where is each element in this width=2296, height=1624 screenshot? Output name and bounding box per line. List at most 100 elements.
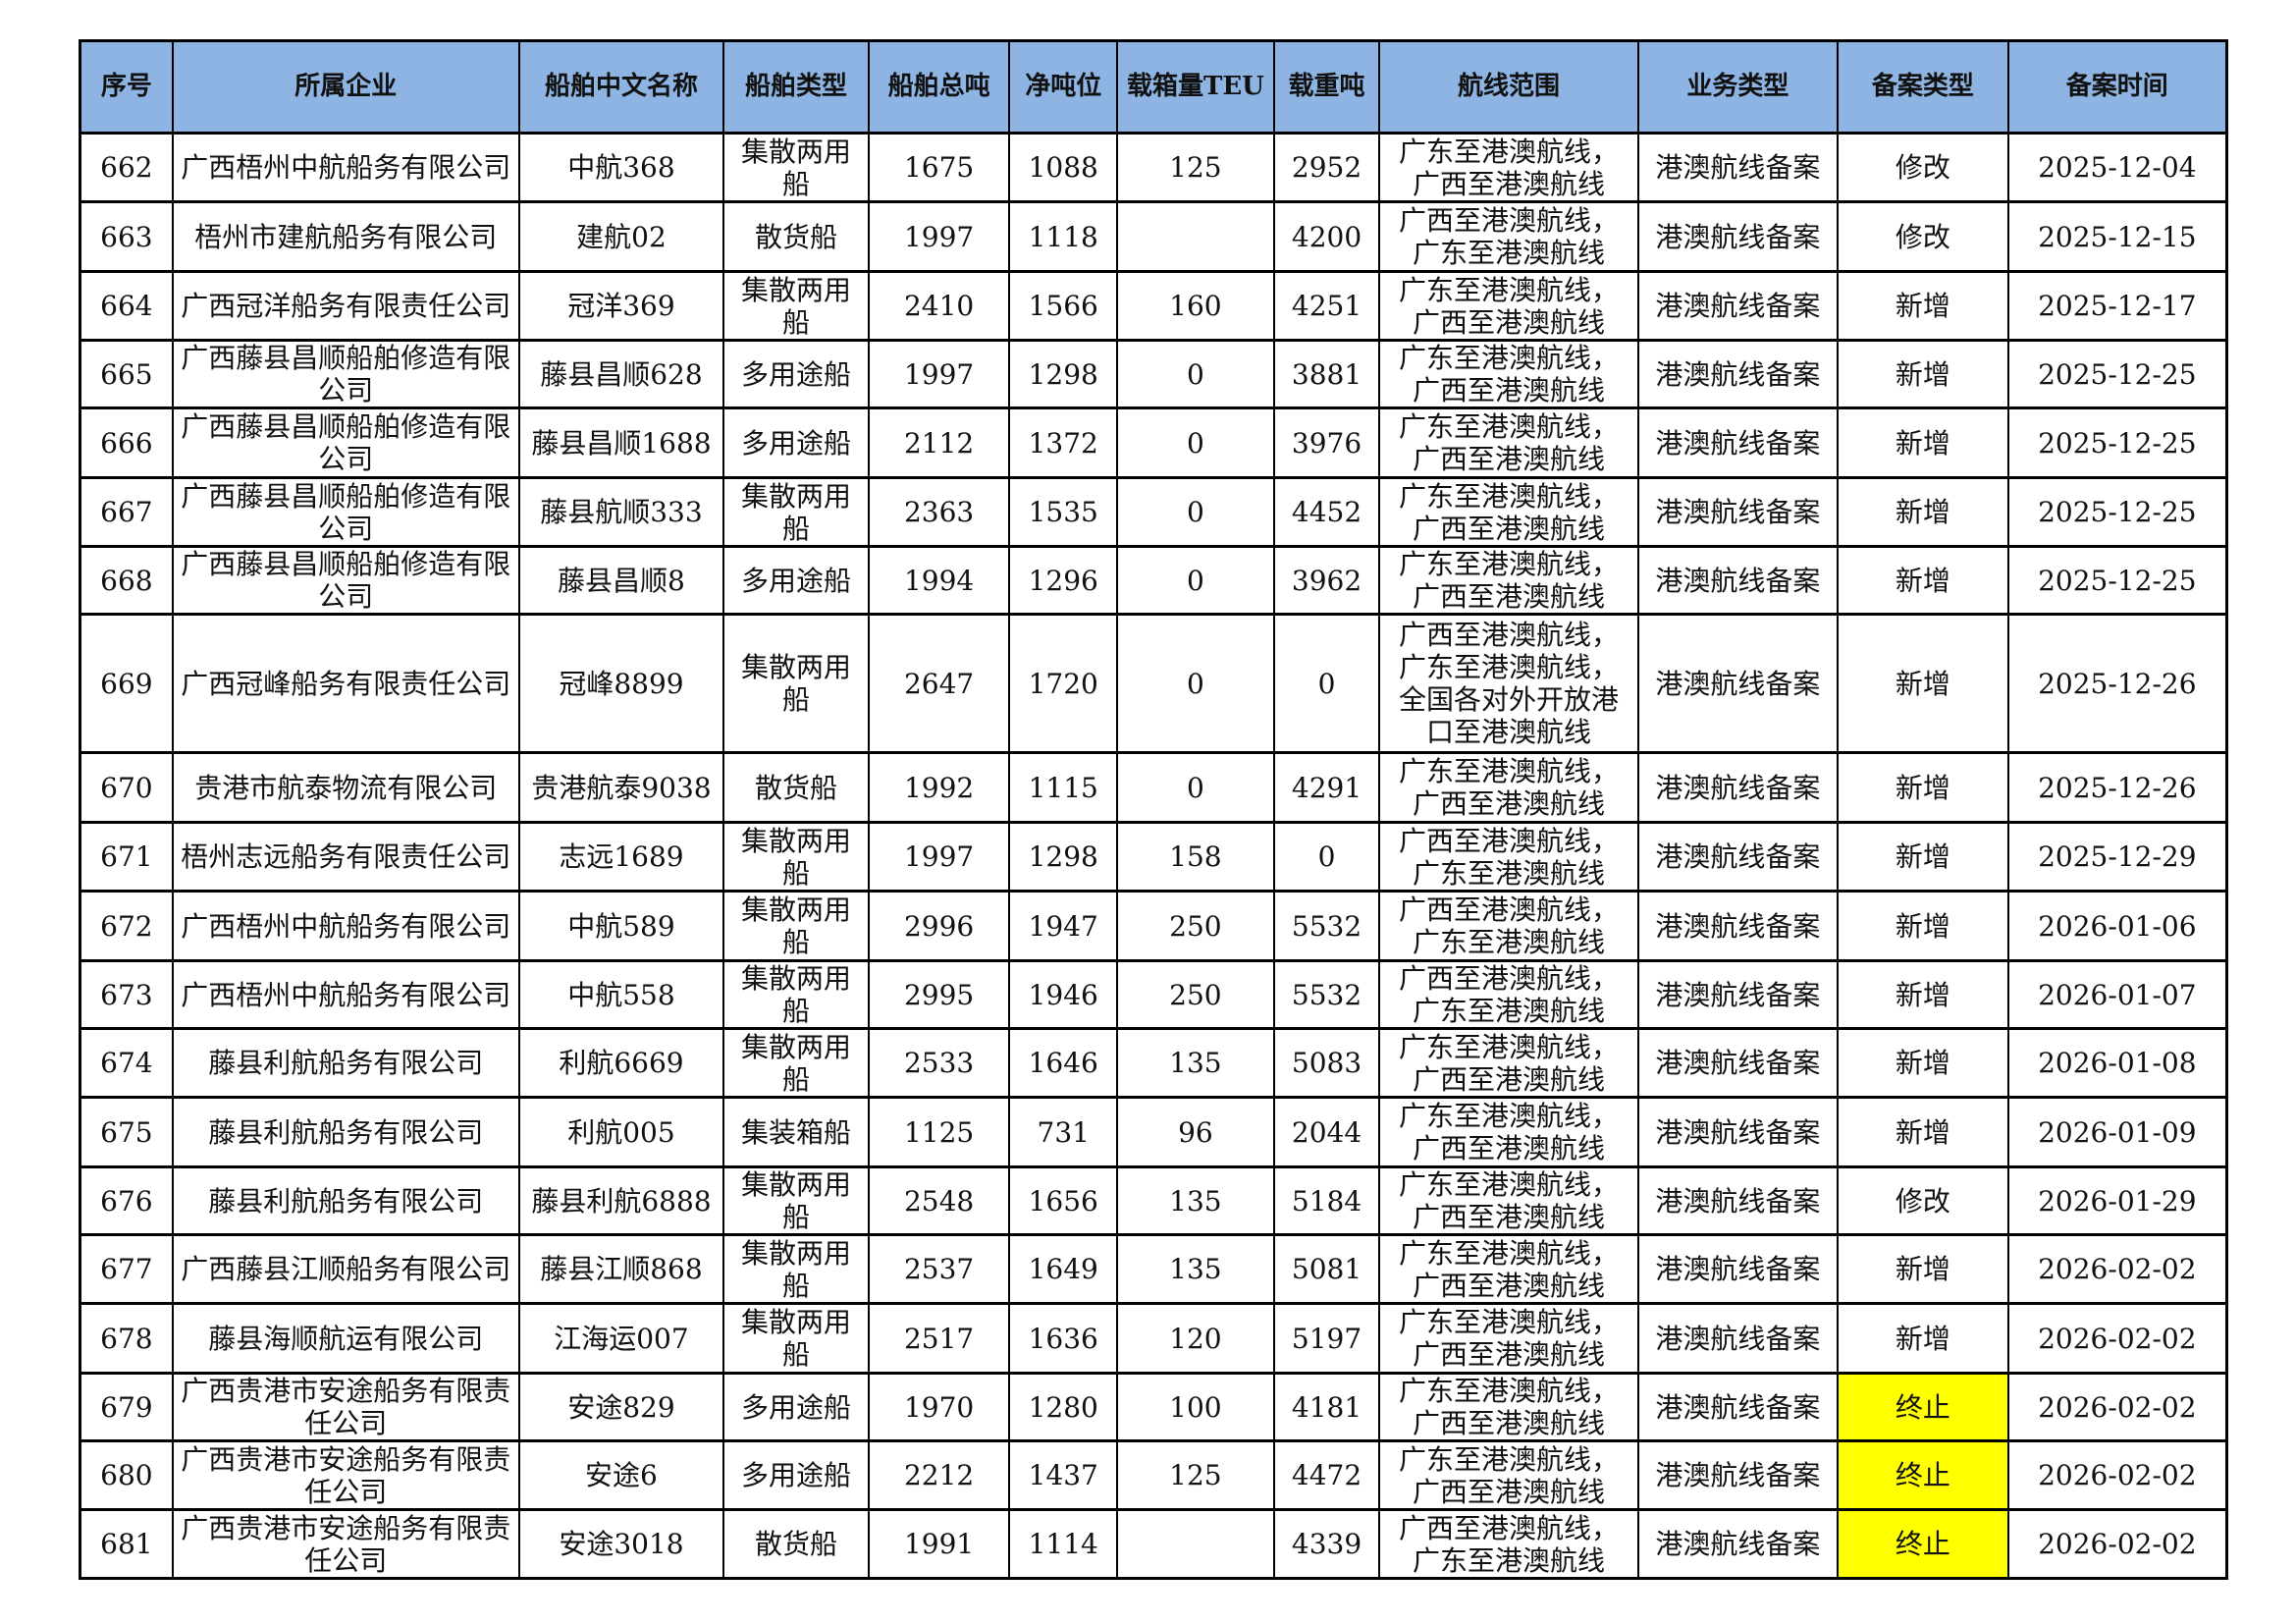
cell-filing-date: 2025-12-25 bbox=[2038, 496, 2197, 528]
cell-route-scope: 广东至港澳航线，广西至港澳航线 bbox=[1380, 1305, 1639, 1372]
cell-serial-no: 678 bbox=[81, 1305, 174, 1372]
cell-company: 梧州志远船务有限责任公司 bbox=[174, 824, 520, 890]
cell-business-type: 港澳航线备案 bbox=[1639, 548, 1840, 613]
cell-ship-type: 集散两用船 bbox=[724, 1030, 870, 1096]
cell-business-type: 港澳航线备案 bbox=[1639, 962, 1840, 1027]
cell-serial-no: 679 bbox=[81, 1375, 174, 1439]
cell-business-type: 港澳航线备案 bbox=[1639, 1236, 1840, 1302]
cell-teu-capacity: 125 bbox=[1118, 135, 1275, 200]
cell-gross-tonnage: 1675 bbox=[870, 135, 1011, 200]
cell-business-type: 港澳航线备案 bbox=[1639, 135, 1840, 200]
header-row: 序号 所属企业 船舶中文名称 船舶类型 船舶总吨 净吨位 载箱量TEU 载重吨 航线范围 业务类型… bbox=[81, 42, 2225, 135]
cell-teu-capacity bbox=[1118, 203, 1275, 270]
cell-ship-name: 藤县利航6888 bbox=[520, 1168, 725, 1233]
cell-ship-type: 集散两用船 bbox=[724, 893, 870, 959]
cell-business-type: 港澳航线备案 bbox=[1639, 754, 1840, 821]
cell-ship-type: 多用途船 bbox=[724, 1442, 870, 1508]
table-row: 671 梧州志远船务有限责任公司 志远1689 集散两用船 1997 1298 158 0 广西… bbox=[81, 824, 2225, 893]
cell-filing-date: 2026-02-02 bbox=[2038, 1253, 2197, 1285]
cell-serial-no: 663 bbox=[81, 203, 174, 270]
cell-ship-name: 藤县昌顺8 bbox=[520, 548, 725, 613]
cell-gross-tonnage: 1125 bbox=[870, 1099, 1011, 1165]
cell-company: 广西藤县昌顺船舶修造有限公司 bbox=[174, 409, 520, 476]
cell-deadweight: 5532 bbox=[1275, 893, 1381, 959]
header-filing-type: 备案类型 bbox=[1839, 42, 2009, 132]
cell-company: 梧州市建航船务有限公司 bbox=[174, 203, 520, 270]
cell-ship-name: 中航558 bbox=[520, 962, 725, 1027]
cell-ship-name: 藤县昌顺1688 bbox=[520, 409, 725, 476]
cell-filing-date: 2026-02-02 bbox=[2038, 1390, 2197, 1424]
cell-route-scope: 广东至港澳航线，广西至港澳航线 bbox=[1380, 1375, 1639, 1439]
cell-ship-type: 集散两用船 bbox=[724, 962, 870, 1027]
cell-route-scope: 广西至港澳航线，广东至港澳航线 bbox=[1380, 962, 1639, 1027]
cell-business-type: 港澳航线备案 bbox=[1639, 203, 1840, 270]
cell-ship-type: 散货船 bbox=[724, 203, 870, 270]
cell-net-tonnage: 1115 bbox=[1010, 754, 1119, 821]
cell-route-scope: 广西至港澳航线，广东至港澳航线 bbox=[1380, 1511, 1639, 1577]
cell-gross-tonnage: 2996 bbox=[870, 893, 1011, 959]
cell-serial-no: 665 bbox=[81, 342, 174, 406]
cell-filing-date: 2025-12-04 bbox=[2038, 151, 2197, 184]
cell-filing-type: 终止 bbox=[1839, 1442, 2009, 1508]
cell-filing-type: 终止 bbox=[1839, 1375, 2009, 1439]
cell-serial-no: 671 bbox=[81, 824, 174, 890]
cell-net-tonnage: 1298 bbox=[1010, 342, 1119, 406]
cell-ship-name: 贵港航泰9038 bbox=[520, 754, 725, 821]
cell-filing-date: 2025-12-25 bbox=[2038, 426, 2197, 460]
cell-ship-type: 集散两用船 bbox=[724, 273, 870, 339]
cell-ship-name: 安途3018 bbox=[520, 1511, 725, 1577]
cell-deadweight: 4472 bbox=[1275, 1442, 1381, 1508]
cell-route-scope: 广东至港澳航线，广西至港澳航线 bbox=[1380, 479, 1639, 545]
cell-company: 广西梧州中航船务有限公司 bbox=[174, 135, 520, 200]
cell-gross-tonnage: 2647 bbox=[870, 616, 1011, 751]
header-ship-name: 船舶中文名称 bbox=[519, 42, 725, 132]
cell-net-tonnage: 1535 bbox=[1010, 479, 1119, 545]
cell-teu-capacity: 96 bbox=[1118, 1099, 1275, 1165]
cell-serial-no: 676 bbox=[81, 1168, 174, 1233]
cell-serial-no: 666 bbox=[81, 409, 174, 476]
cell-ship-name: 藤县江顺868 bbox=[520, 1236, 725, 1302]
cell-gross-tonnage: 1970 bbox=[870, 1375, 1011, 1439]
cell-teu-capacity: 135 bbox=[1118, 1030, 1275, 1096]
cell-ship-type: 多用途船 bbox=[724, 342, 870, 406]
cell-ship-type: 散货船 bbox=[724, 1511, 870, 1577]
cell-filing-date: 2026-01-07 bbox=[2038, 978, 2197, 1011]
cell-deadweight: 4200 bbox=[1275, 203, 1381, 270]
cell-filing-date: 2025-12-25 bbox=[2038, 564, 2197, 597]
cell-ship-type: 多用途船 bbox=[724, 409, 870, 476]
cell-company: 广西藤县昌顺船舶修造有限公司 bbox=[174, 479, 520, 545]
cell-filing-date: 2025-12-26 bbox=[2038, 771, 2197, 804]
cell-company: 广西藤县江顺船务有限公司 bbox=[174, 1236, 520, 1302]
cell-company: 广西冠峰船务有限责任公司 bbox=[174, 616, 520, 751]
table-row: 670 贵港市航泰物流有限公司 贵港航泰9038 散货船 1992 1115 0 4291 广东… bbox=[81, 754, 2225, 824]
cell-business-type: 港澳航线备案 bbox=[1639, 824, 1840, 890]
cell-gross-tonnage: 2112 bbox=[870, 409, 1011, 476]
cell-ship-name: 安途6 bbox=[520, 1442, 725, 1508]
cell-filing-type: 新增 bbox=[1839, 1099, 2009, 1165]
cell-gross-tonnage: 2995 bbox=[870, 962, 1011, 1027]
table-row: 677 广西藤县江顺船务有限公司 藤县江顺868 集散两用船 2537 1649 135 50… bbox=[81, 1236, 2225, 1305]
cell-deadweight: 4291 bbox=[1275, 754, 1381, 821]
cell-route-scope: 广东至港澳航线，广西至港澳航线 bbox=[1380, 754, 1639, 821]
header-serial-no: 序号 bbox=[81, 42, 174, 132]
cell-gross-tonnage: 1997 bbox=[870, 203, 1011, 270]
cell-net-tonnage: 1946 bbox=[1010, 962, 1119, 1027]
cell-gross-tonnage: 2410 bbox=[870, 273, 1011, 339]
cell-net-tonnage: 1298 bbox=[1010, 824, 1119, 890]
cell-ship-type: 多用途船 bbox=[724, 548, 870, 613]
cell-filing-type: 修改 bbox=[1839, 135, 2009, 200]
cell-filing-date: 2025-12-25 bbox=[2038, 357, 2197, 391]
table-row: 676 藤县利航船务有限公司 藤县利航6888 集散两用船 2548 1656 135 518… bbox=[81, 1168, 2225, 1236]
cell-gross-tonnage: 2537 bbox=[870, 1236, 1011, 1302]
table-row: 679 广西贵港市安途船务有限责任公司 安途829 多用途船 1970 1280 100 41… bbox=[81, 1375, 2225, 1442]
cell-serial-no: 672 bbox=[81, 893, 174, 959]
cell-net-tonnage: 1088 bbox=[1010, 135, 1119, 200]
cell-ship-type: 集散两用船 bbox=[724, 1305, 870, 1372]
cell-filing-type: 新增 bbox=[1839, 1030, 2009, 1096]
cell-route-scope: 广西至港澳航线，广东至港澳航线 bbox=[1380, 203, 1639, 270]
cell-filing-date: 2026-01-06 bbox=[2038, 909, 2197, 943]
header-company: 所属企业 bbox=[173, 42, 520, 132]
cell-route-scope: 广东至港澳航线，广西至港澳航线 bbox=[1380, 1236, 1639, 1302]
cell-serial-no: 667 bbox=[81, 479, 174, 545]
header-gross-tonnage: 船舶总吨 bbox=[869, 42, 1011, 132]
